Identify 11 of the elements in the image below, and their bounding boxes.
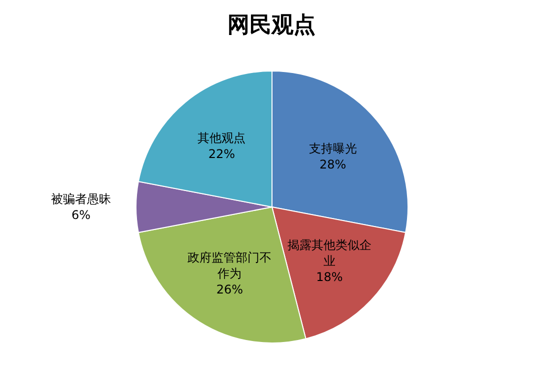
slice-label: 支持曝光 xyxy=(308,142,357,156)
slice-label: 政府监管部门不作为 xyxy=(188,250,272,281)
data-label: 6% xyxy=(71,208,91,222)
slice-label: 其他观点 xyxy=(198,131,246,146)
slice-label: 揭露其他类似企业 xyxy=(288,238,372,268)
slice-label: 被骗者愚昧 xyxy=(51,192,111,206)
data-label: 18% xyxy=(316,270,343,284)
data-label: 28% xyxy=(319,158,346,172)
data-label: 26% xyxy=(216,282,244,297)
data-label: 22% xyxy=(208,147,236,162)
chart-title: 网民观点 xyxy=(228,12,316,38)
